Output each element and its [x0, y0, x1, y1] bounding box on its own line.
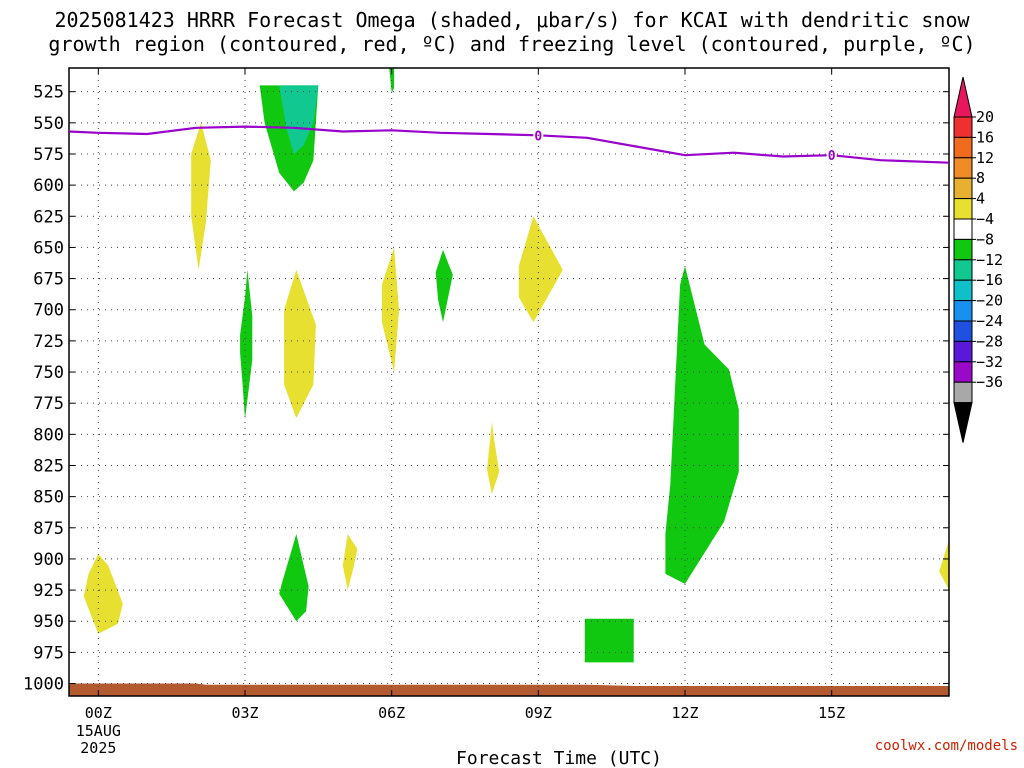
omega-region: [342, 534, 358, 591]
plot-background: [69, 68, 949, 696]
x-tick-date-label: 2025: [80, 739, 116, 757]
colorbar-label: −24: [976, 312, 1003, 330]
colorbar-label: 4: [976, 190, 985, 208]
y-tick-label: 925: [33, 581, 64, 601]
colorbar-segment: [953, 198, 973, 220]
y-tick-label: 775: [33, 394, 64, 414]
y-tick-label: 950: [33, 612, 64, 632]
colorbar-bottom-arrow: [953, 402, 973, 443]
omega-region: [279, 85, 319, 154]
omega-region: [381, 247, 399, 372]
colorbar-segment: [953, 136, 973, 159]
freezing-label-bg: [533, 128, 544, 143]
colorbar-top-arrow: [953, 76, 973, 118]
omega-region: [240, 269, 253, 420]
y-tick-label: 725: [33, 332, 64, 352]
y-tick-label: 600: [33, 176, 64, 196]
freezing-label-bg: [826, 148, 837, 163]
colorbar-label: −28: [976, 332, 1003, 350]
colorbar-segment: [953, 340, 973, 363]
colorbar-segment: [953, 157, 973, 179]
colorbar-label: −32: [976, 353, 1003, 371]
y-tick-label: 975: [33, 643, 64, 663]
x-tick-label: 09Z: [525, 704, 552, 722]
y-tick-label: 825: [33, 456, 64, 476]
x-tick-label: 00Z: [85, 704, 112, 722]
y-tick-label: 850: [33, 488, 64, 508]
colorbar-label: −20: [976, 292, 1003, 310]
site-credit: coolwx.com/models: [874, 738, 1018, 754]
colorbar-label: 16: [976, 128, 994, 146]
y-tick-label: 575: [33, 145, 64, 165]
colorbar-segment: [953, 238, 973, 261]
freezing-level-line: [68, 125, 950, 164]
colorbar-segment: [953, 381, 973, 404]
colorbar-label: 20: [976, 108, 994, 126]
y-tick-label: 1000: [23, 675, 64, 695]
y-tick-label: 875: [33, 519, 64, 539]
omega-region: [665, 266, 739, 584]
omega-region: [487, 421, 500, 495]
omega-region: [518, 216, 563, 323]
colorbar-segment: [953, 218, 973, 240]
y-tick-label: 800: [33, 425, 64, 445]
colorbar-label: 8: [976, 169, 985, 187]
y-tick-label: 700: [33, 301, 64, 321]
omega-region: [584, 618, 634, 663]
terrain-fill: [69, 683, 949, 696]
x-tick-label: 15Z: [818, 704, 845, 722]
colorbar-segment: [953, 320, 973, 342]
x-tick-label: 06Z: [378, 704, 405, 722]
plot-frame: [68, 67, 950, 697]
colorbar-label: −36: [976, 373, 1003, 391]
plot-area: [69, 68, 949, 696]
omega-region: [435, 249, 453, 323]
colorbar-label: −8: [976, 230, 994, 248]
omega-region: [83, 554, 123, 634]
omega-region: [279, 534, 309, 622]
y-tick-label: 900: [33, 550, 64, 570]
x-tick-label: 03Z: [231, 704, 258, 722]
colorbar-label: −16: [976, 271, 1003, 289]
colorbar-segment: [953, 177, 973, 200]
x-axis-label: Forecast Time (UTC): [456, 748, 662, 768]
y-tick-label: 750: [33, 363, 64, 383]
colorbar-segment: [953, 300, 973, 322]
y-tick-label: 675: [33, 270, 64, 290]
colorbar-label: 12: [976, 149, 994, 167]
omega-region: [284, 269, 316, 419]
omega-region: [191, 122, 211, 270]
title-line-2: growth region (contoured, red, ºC) and f…: [48, 32, 976, 56]
freezing-level-label: 0: [534, 129, 542, 144]
y-tick-label: 525: [33, 83, 64, 103]
colorbar-label: −12: [976, 251, 1003, 269]
x-tick-label: 12Z: [671, 704, 698, 722]
colorbar-label: −4: [976, 210, 994, 228]
omega-region: [939, 540, 949, 591]
x-tick-date-label: 15AUG: [76, 722, 121, 740]
chart-title: 2025081423 HRRR Forecast Omega (shaded, …: [0, 8, 1024, 56]
y-tick-label: 625: [33, 207, 64, 227]
y-tick-label: 550: [33, 114, 64, 134]
y-tick-label: 650: [33, 238, 64, 258]
colorbar-segment: [953, 259, 973, 281]
colorbar-segment: [953, 361, 973, 383]
colorbar-segment: [953, 116, 973, 138]
title-line-1: 2025081423 HRRR Forecast Omega (shaded, …: [54, 8, 970, 32]
colorbar-segment: [953, 279, 973, 302]
freezing-level-label: 0: [828, 149, 836, 164]
